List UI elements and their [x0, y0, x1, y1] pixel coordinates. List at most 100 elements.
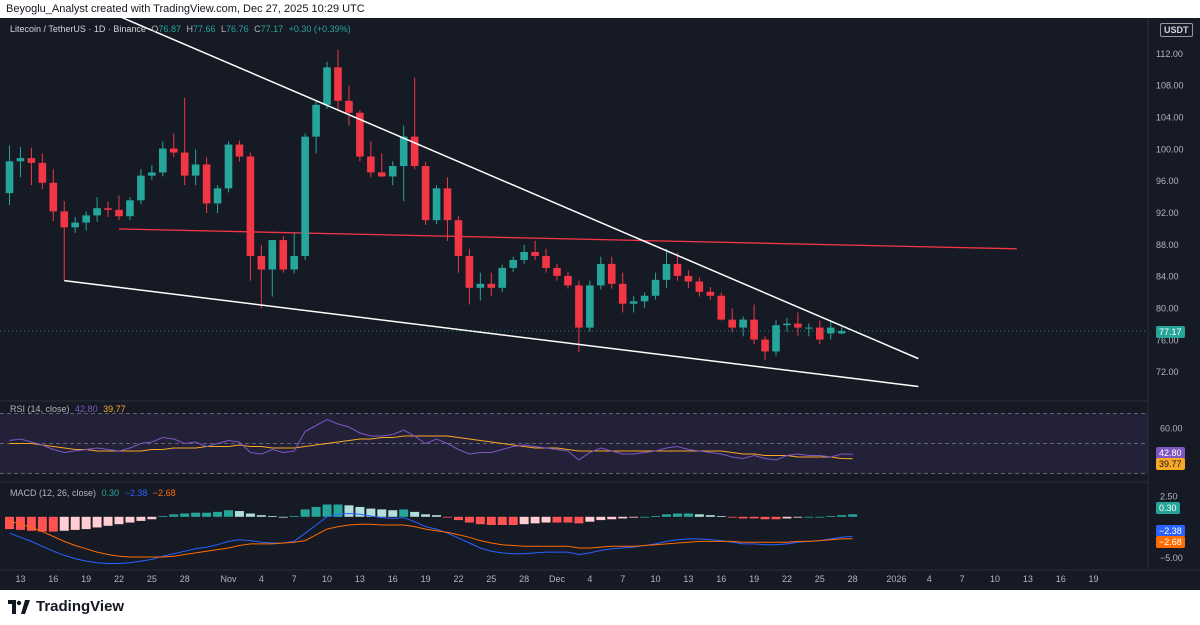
candle-body [115, 209, 123, 217]
time-axis-tick-label: 28 [519, 574, 529, 584]
macd-histogram-bar [804, 516, 814, 518]
time-axis-tick-label: 25 [815, 574, 825, 584]
low-label: L [221, 24, 227, 34]
macd-histogram-bar [399, 509, 409, 517]
macd-histogram-bar [432, 515, 442, 517]
chart-caption: Beyoglu_Analyst created with TradingView… [0, 0, 1200, 18]
macd-histogram-bar [694, 514, 704, 517]
candle-down [410, 77, 419, 170]
candle-body [684, 275, 693, 282]
time-axis-tick-label: 22 [453, 574, 463, 584]
time-axis-tick-label: 25 [486, 574, 496, 584]
macd-signal-line [9, 520, 853, 558]
candle-body [388, 166, 397, 177]
candle-body [60, 211, 69, 228]
candle-up [520, 244, 528, 264]
candle-down [378, 153, 386, 178]
candle-body [750, 319, 758, 340]
candle-up [432, 185, 441, 225]
footer: TradingView [0, 590, 1200, 625]
time-axis-tick-label: 7 [292, 574, 297, 584]
price-axis-tick-label: 84.00 [1156, 272, 1179, 282]
close-value: 77.17 [260, 24, 284, 34]
candle-body [246, 156, 255, 256]
candle-body [126, 200, 134, 217]
candle-up [268, 240, 277, 297]
time-axis-tick-label: 7 [620, 574, 625, 584]
candle-down [49, 169, 58, 221]
candle-body [695, 281, 704, 292]
time-axis-tick-label: 10 [651, 574, 661, 584]
candle-up [148, 165, 156, 180]
candle-body [367, 156, 375, 173]
candle-body [542, 255, 550, 268]
tradingview-logo[interactable]: TradingView [8, 598, 124, 615]
price-axis-tick-label: 76.00 [1156, 335, 1179, 345]
rsi-label[interactable]: RSI (14, close) [10, 404, 70, 414]
candle-up [323, 61, 331, 109]
macd-histogram-bar [377, 509, 387, 517]
horizontal-level-line [118, 228, 1017, 250]
candle-body [378, 172, 386, 177]
symbol-label[interactable]: Litecoin / TetherUS · 1D · Binance [10, 24, 146, 34]
candle-body [235, 144, 244, 157]
macd-histogram-bar [815, 516, 825, 518]
candle-down [38, 153, 47, 190]
candle-body [618, 283, 627, 304]
time-axis-tick-label: Dec [549, 574, 566, 584]
macd-histogram-bar [497, 516, 507, 525]
macd-histogram-bar [826, 515, 836, 517]
candle-up [739, 316, 747, 337]
candle-body [49, 182, 58, 212]
candle-down [454, 216, 463, 273]
candle-up [772, 320, 780, 356]
candle-up [93, 197, 101, 222]
macd-label[interactable]: MACD (12, 26, close) [10, 488, 97, 498]
candle-body [761, 339, 769, 352]
time-axis-tick-label: 22 [782, 574, 792, 584]
candle-body [312, 104, 320, 137]
time-axis-tick-label: 19 [421, 574, 431, 584]
candle-up [137, 169, 145, 205]
macd-histogram-bar [519, 516, 529, 525]
open-label: O [151, 24, 159, 34]
descending-resistance-trendline [121, 18, 919, 360]
candle-down [367, 141, 375, 178]
macd-histogram-bar [672, 513, 682, 517]
currency-badge[interactable]: USDT [1160, 23, 1193, 37]
candle-body [257, 255, 266, 270]
macd-histogram-bar [716, 515, 726, 517]
candle-body [783, 323, 791, 326]
macd-histogram-bar [48, 516, 58, 532]
candle-down [115, 195, 123, 221]
candle-up [301, 133, 309, 260]
candle-down [618, 272, 627, 313]
macd-histogram-bar [782, 516, 792, 519]
chart-frame: 112.00 108.00 104.00 100.00 96.00 92.00 88.00 8… [0, 18, 1200, 590]
macd-histogram-bar [289, 515, 299, 517]
candle-up [805, 323, 813, 337]
macd-signal-tag: −2.68 [1156, 536, 1185, 548]
macd-line-tag: −2.38 [1156, 525, 1185, 537]
candle-body [279, 240, 288, 270]
rsi-legend: RSI (14, close) 42.80 39.77 [10, 404, 129, 414]
candle-body [399, 136, 408, 167]
candle-body [564, 275, 572, 286]
macd-histogram-bar [530, 516, 540, 524]
chart-canvas[interactable]: 112.00 108.00 104.00 100.00 96.00 92.00 88.00 8… [0, 18, 1200, 590]
macd-histogram-bar [136, 516, 146, 521]
candle-body [640, 295, 649, 302]
candle-body [487, 283, 496, 288]
candle-body [268, 240, 277, 270]
time-axis-tick-label: 13 [15, 574, 25, 584]
macd-histogram-bar [837, 515, 847, 517]
price-axis-tick-label: 104.00 [1156, 113, 1184, 123]
rsi-value-tag: 42.80 [1156, 447, 1185, 459]
close-label: C [254, 24, 261, 34]
rsi-ma-value-tag: 39.77 [1156, 458, 1185, 470]
candle-body [159, 148, 167, 173]
macd-histogram-bar [475, 516, 485, 525]
macd-histogram-bar [552, 516, 562, 523]
macd-histogram-bar [245, 513, 255, 517]
candle-body [202, 164, 211, 204]
